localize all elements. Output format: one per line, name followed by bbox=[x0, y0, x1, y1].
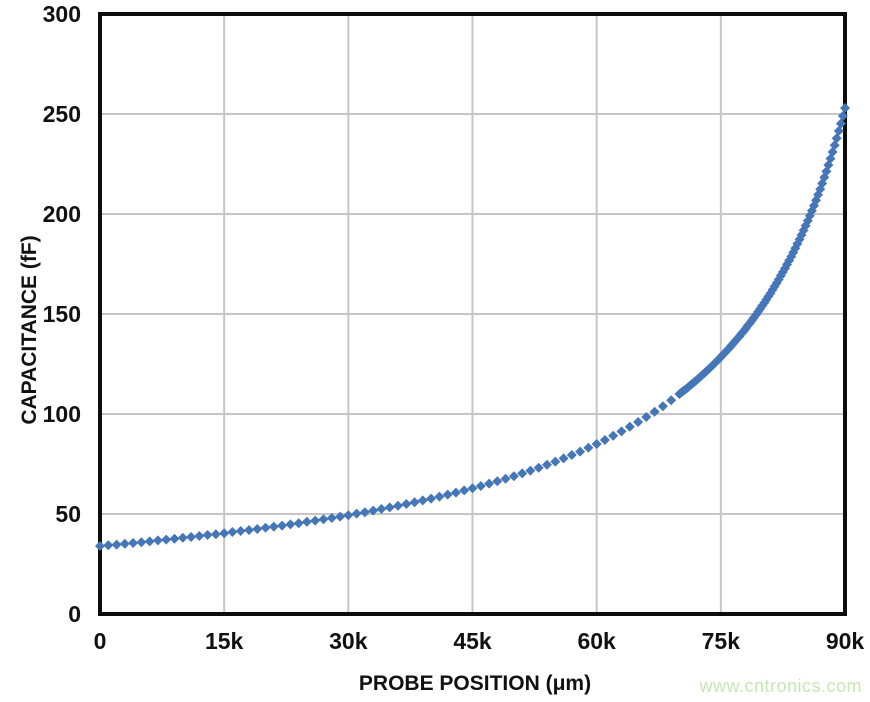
x-tick-label: 60k bbox=[577, 628, 616, 654]
plot-border bbox=[98, 12, 847, 616]
y-tick-label: 250 bbox=[43, 101, 81, 127]
y-tick-label: 50 bbox=[55, 501, 81, 527]
y-tick-label: 0 bbox=[68, 601, 81, 627]
x-axis-title: PROBE POSITION (μm) bbox=[358, 672, 592, 695]
y-tick-label: 150 bbox=[43, 301, 81, 327]
x-tick-label: 0 bbox=[94, 628, 107, 654]
x-tick-label: 90k bbox=[826, 628, 865, 654]
watermark: www.cntronics.com bbox=[699, 676, 862, 696]
x-tick-label: 15k bbox=[205, 628, 244, 654]
y-axis-title: CAPACITANCE (fF) bbox=[18, 235, 41, 425]
x-tick-label: 45k bbox=[453, 628, 492, 654]
y-tick-label: 300 bbox=[43, 1, 81, 27]
x-tick-label: 30k bbox=[329, 628, 368, 654]
x-tick-label: 75k bbox=[702, 628, 741, 654]
y-tick-label: 100 bbox=[43, 401, 81, 427]
y-tick-label: 200 bbox=[43, 201, 81, 227]
